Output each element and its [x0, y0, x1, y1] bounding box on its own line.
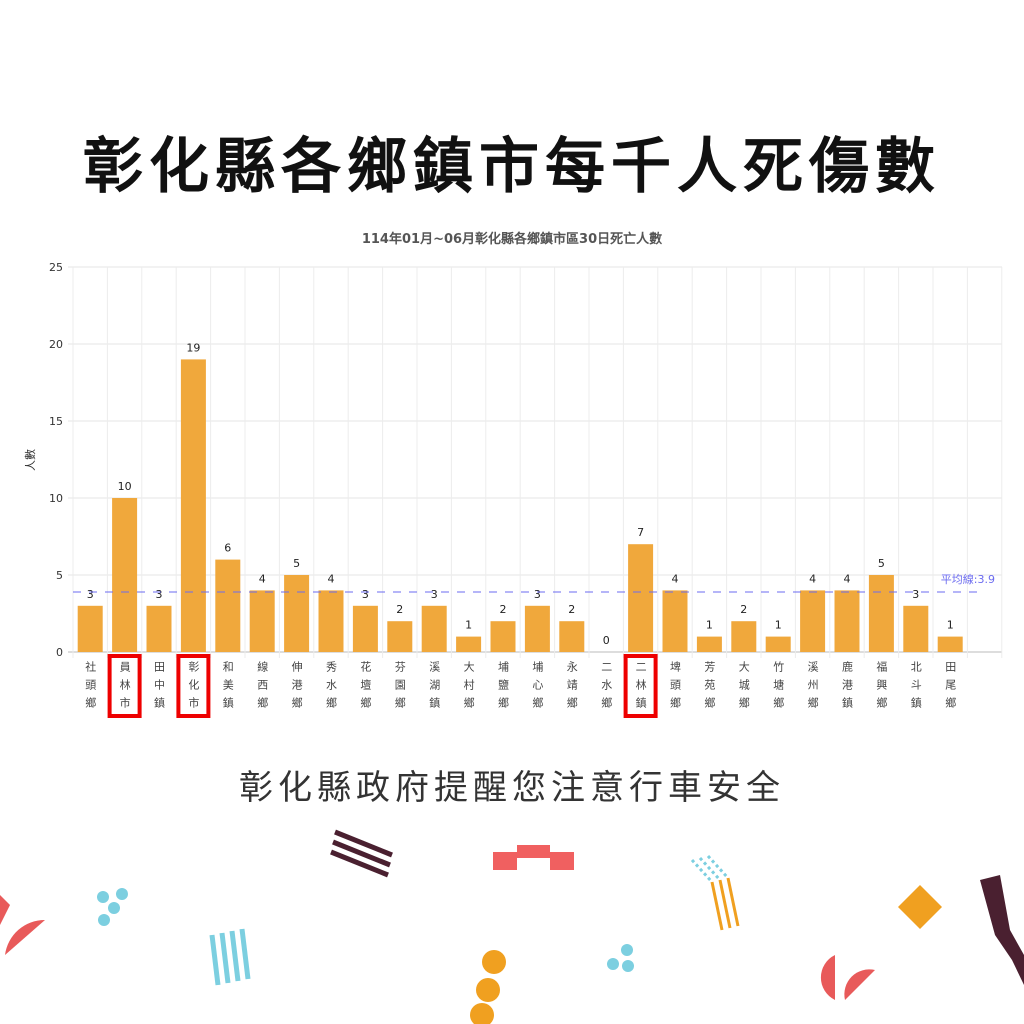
x-tick-label: 福興鄉 [875, 660, 888, 715]
bar [628, 544, 654, 652]
x-tick-label: 大城鄉 [737, 660, 750, 715]
data-label: 4 [259, 572, 266, 585]
data-label: 3 [87, 588, 94, 601]
x-tick-label: 和美鎮 [221, 661, 234, 715]
bar [559, 621, 585, 652]
x-tick-label: 秀水鄉 [325, 661, 338, 715]
footer-slogan: 彰化縣政府提醒您注意行車安全 [239, 768, 785, 808]
poster-title: 彰化縣各鄉鎮市每千人死傷數 [83, 132, 941, 202]
average-label: 平均線:3.9 [941, 572, 995, 586]
x-tick-label: 鹿港鎮 [841, 660, 854, 715]
x-tick-label: 埔鹽鄉 [497, 661, 510, 715]
x-tick-label: 社頭鄉 [84, 660, 97, 715]
x-tick-label: 芳苑鄉 [703, 660, 716, 715]
bar [318, 590, 344, 652]
bar [765, 636, 791, 652]
data-label: 4 [844, 572, 851, 585]
data-label: 2 [568, 603, 575, 616]
x-tick-label: 田尾鄉 [944, 661, 957, 715]
data-label: 1 [775, 619, 782, 632]
bar [834, 590, 860, 652]
bar [800, 590, 826, 652]
highlight-box [176, 654, 211, 718]
data-label: 3 [534, 588, 541, 601]
x-tick-label: 大村鄉 [462, 660, 475, 715]
y-tick-label: 5 [56, 569, 63, 582]
data-label: 2 [396, 603, 403, 616]
x-tick-label: 伸港鄉 [290, 661, 303, 715]
y-tick-label: 15 [49, 415, 63, 428]
y-tick-label: 0 [56, 646, 63, 659]
bar [387, 621, 413, 652]
x-tick-label: 溪湖鎮 [428, 661, 441, 715]
bars: 3 10 3 19 6 4 5 4 3 2 3 1 2 3 2 0 7 4 1 2 1 4 4 5 3 1 [77, 341, 963, 652]
data-label: 5 [878, 557, 885, 570]
bar [146, 605, 172, 652]
highlight-box [623, 654, 658, 718]
bar [868, 575, 894, 652]
data-label: 0 [603, 634, 610, 647]
bar [490, 621, 516, 652]
bar [180, 359, 206, 652]
data-label: 1 [706, 619, 713, 632]
bar [77, 605, 103, 652]
bar [903, 605, 929, 652]
bar [696, 636, 722, 652]
bar [249, 590, 275, 652]
bar [731, 621, 757, 652]
highlight-box [107, 654, 142, 718]
x-tick-label-highlighted: 員林市 [118, 661, 131, 715]
data-label: 7 [637, 526, 644, 539]
data-label: 3 [431, 588, 438, 601]
bar [524, 605, 550, 652]
chart-title: 114年01月~06月彰化縣各鄉鎮市區30日死亡人數 [362, 231, 662, 247]
data-label: 3 [912, 588, 919, 601]
data-label: 4 [328, 572, 335, 585]
x-tick-label: 溪州鄉 [806, 661, 819, 715]
data-label: 1 [947, 619, 954, 632]
data-label: 4 [809, 572, 816, 585]
bar [215, 559, 241, 652]
data-label: 3 [156, 588, 163, 601]
y-tick-label: 10 [49, 492, 63, 505]
x-tick-label: 永靖鄉 [565, 660, 578, 715]
bar [662, 590, 688, 652]
x-tick-label: 埔心鄉 [531, 661, 544, 715]
y-tick-label: 20 [49, 338, 63, 351]
data-label: 19 [186, 341, 200, 354]
data-label: 5 [293, 557, 300, 570]
data-label: 4 [672, 572, 679, 585]
x-tick-label: 芬園鄉 [393, 661, 406, 715]
x-tick-label-highlighted: 彰化市 [187, 660, 200, 715]
category-labels: 社頭鄉 員林市 田中鎮 彰化市 和美鎮 線西鄉 伸港鄉 秀水鄉 花壇鄉 芬園鄉 溪湖鎮 大村鄉 埔鹽鄉 埔… [84, 654, 957, 718]
x-tick-label: 田中鎮 [153, 661, 166, 715]
bar [284, 575, 310, 652]
bar [421, 605, 447, 652]
bar [937, 636, 963, 652]
data-label: 3 [362, 588, 369, 601]
x-tick-label: 線西鄉 [256, 660, 269, 715]
x-tick-label-highlighted: 二林鎮 [634, 661, 647, 715]
y-axis-label: 人數 [24, 449, 37, 471]
data-label: 6 [224, 542, 231, 555]
data-label: 2 [500, 603, 507, 616]
x-tick-label: 北斗鎮 [909, 661, 922, 715]
data-label: 1 [465, 619, 472, 632]
bar [352, 605, 378, 652]
bar [456, 636, 482, 652]
x-tick-label: 埤頭鄉 [669, 661, 682, 715]
average-line-group: 平均線:3.9 [73, 572, 995, 593]
bar [112, 498, 138, 652]
x-tick-label: 竹塘鄉 [772, 660, 785, 715]
y-tick-label: 25 [49, 261, 63, 274]
data-label: 2 [740, 603, 747, 616]
x-tick-label: 花壇鄉 [359, 661, 372, 715]
x-tick-label: 二水鄉 [600, 661, 613, 715]
data-label: 10 [118, 480, 132, 493]
